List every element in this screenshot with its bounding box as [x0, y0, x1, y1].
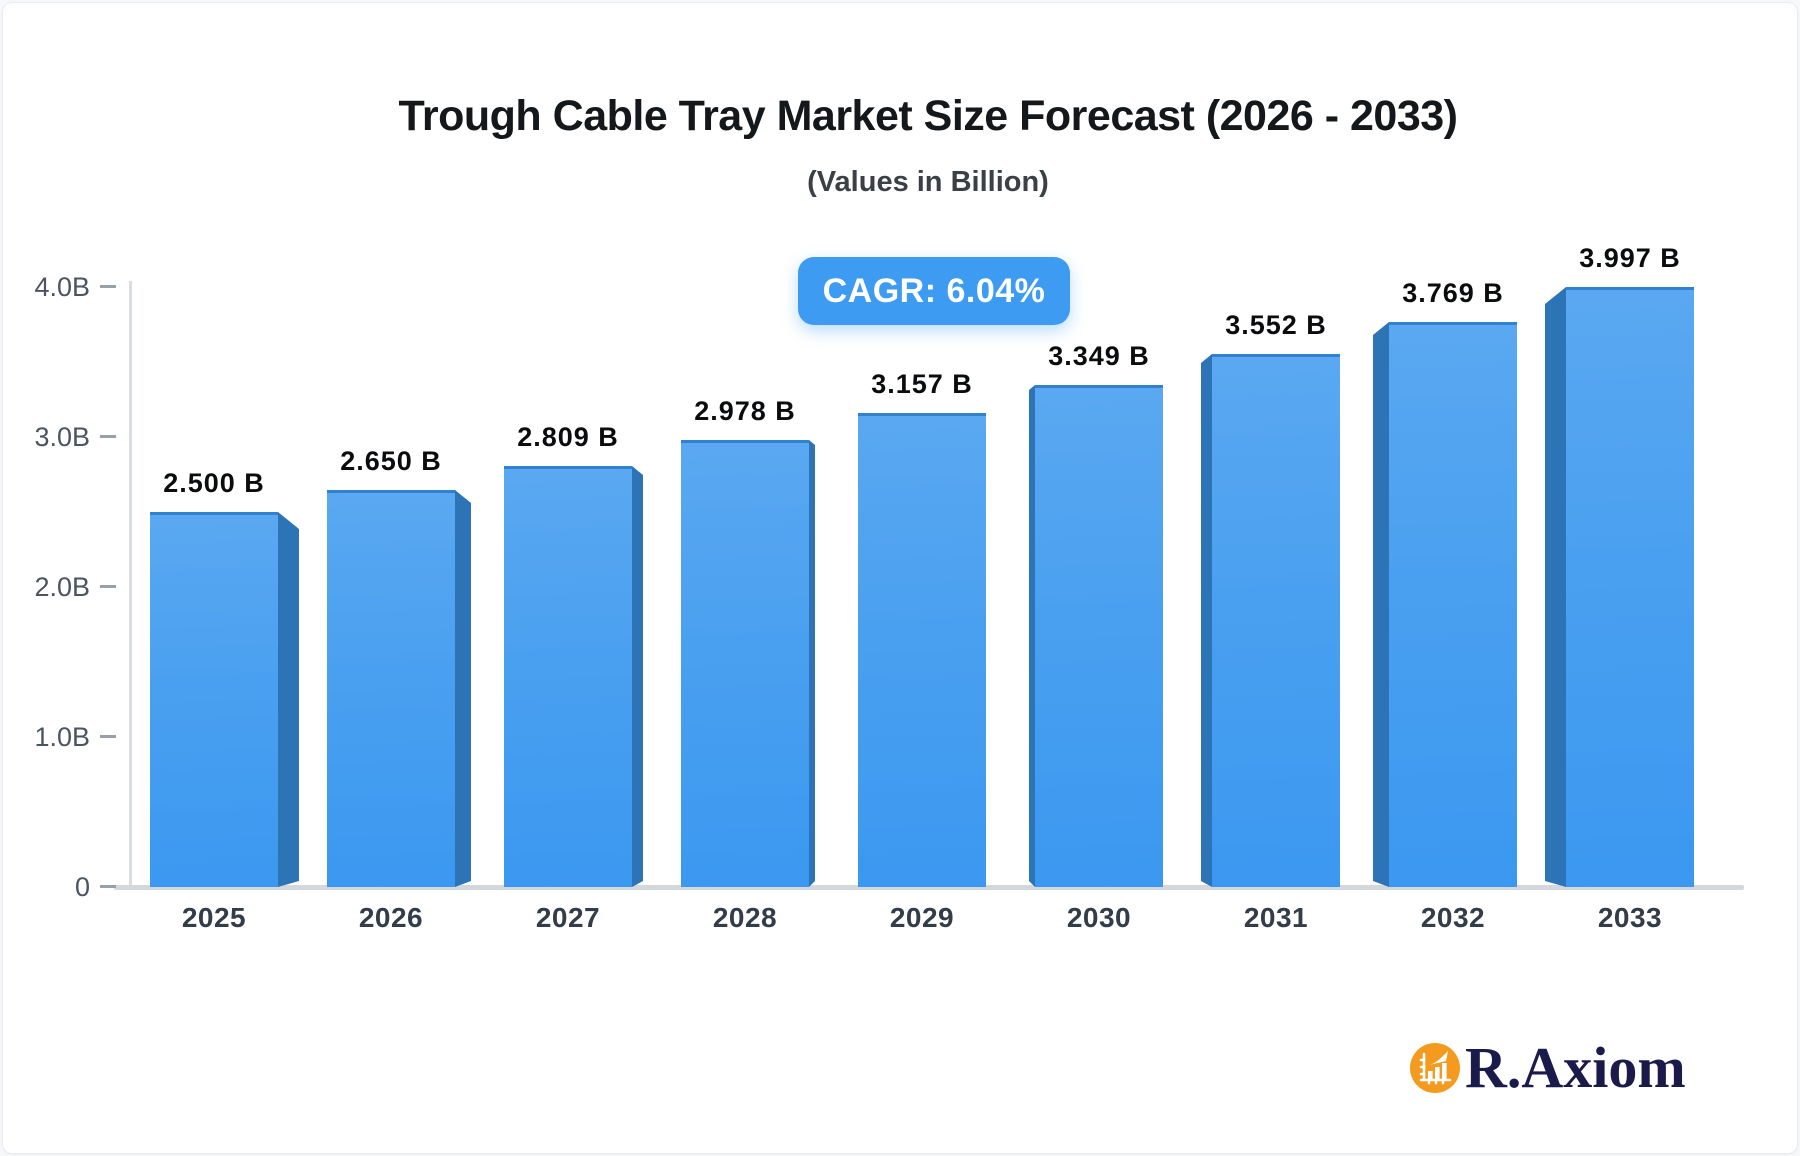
y-axis-tick-label: 1.0B [34, 722, 90, 752]
cagr-badge-label: CAGR: 6.04% [822, 271, 1046, 310]
y-axis-tick-label: 3.0B [34, 422, 90, 452]
bar-column-3d-side [1373, 322, 1389, 887]
bar-column-3d-side [455, 490, 471, 887]
x-axis-label: 2033 [1597, 902, 1663, 933]
y-axis-tick [100, 735, 116, 738]
y-axis-tick-label: 2.0B [34, 572, 90, 602]
bar-column-3d-side [1029, 385, 1035, 887]
bar-column [858, 413, 986, 887]
brand-circle [1410, 1043, 1460, 1093]
bar-column [1566, 287, 1694, 887]
bar-column [1035, 385, 1163, 887]
x-axis-label: 2025 [181, 902, 247, 933]
bar-column-3d-side [278, 512, 299, 887]
bar-value-label: 3.552 B [1225, 310, 1327, 340]
brand-name: R.Axiom [1465, 1035, 1686, 1100]
x-axis-line [114, 885, 1744, 890]
bar-value-label: 2.500 B [163, 468, 265, 498]
bar-column [504, 466, 632, 887]
x-axis-label: 2032 [1420, 902, 1486, 933]
y-axis-tick-label: 4.0B [34, 272, 90, 302]
bar-value-label: 2.650 B [340, 446, 442, 476]
brand-logo: R.Axiom [1410, 1035, 1686, 1100]
bar-column [1212, 354, 1340, 887]
y-axis-tick [100, 585, 116, 588]
y-axis-line [129, 281, 132, 887]
y-axis-tick-label: 0 [74, 872, 90, 902]
bar-column [150, 512, 278, 887]
y-axis-tick [100, 435, 116, 438]
chart-title: Trough Cable Tray Market Size Forecast (… [398, 92, 1459, 140]
x-axis-label: 2031 [1243, 902, 1309, 933]
bar-value-label: 3.157 B [871, 369, 973, 399]
bar-column [681, 440, 809, 887]
bar-column-3d-side [632, 466, 643, 887]
x-axis-label: 2028 [712, 902, 778, 933]
cagr-badge: CAGR: 6.04% [798, 257, 1070, 325]
x-axis-label: 2030 [1066, 902, 1132, 933]
chart-subtitle: (Values in Billion) [807, 166, 1049, 198]
x-axis-label: 2029 [889, 902, 955, 933]
bar-value-label: 3.769 B [1402, 278, 1504, 308]
bar-chart-growth-icon [1419, 1051, 1452, 1085]
bar-value-label: 2.978 B [694, 396, 796, 426]
bar-column-3d-side [1201, 354, 1212, 887]
bar-column [1389, 322, 1517, 887]
x-axis-label: 2026 [358, 902, 424, 933]
x-axis-label: 2027 [535, 902, 601, 933]
bar-column-3d-side [1545, 287, 1566, 887]
bar-value-label: 3.349 B [1048, 341, 1150, 371]
bar-value-label: 3.997 B [1579, 243, 1681, 273]
bar-value-label: 2.809 B [517, 422, 619, 452]
bar-column [327, 490, 455, 887]
y-axis-tick [100, 285, 116, 288]
bar-column-3d-side [809, 440, 815, 887]
y-axis-tick [100, 885, 116, 888]
